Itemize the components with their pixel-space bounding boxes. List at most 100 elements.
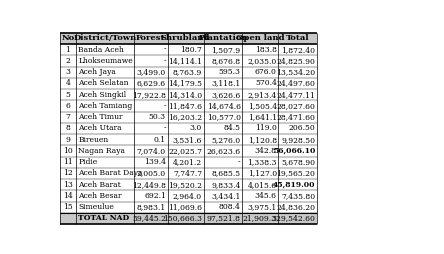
Text: 3,434.1: 3,434.1 — [211, 192, 241, 200]
Text: Aceh Utara: Aceh Utara — [78, 124, 122, 133]
Text: -: - — [163, 57, 166, 65]
Text: 9,833.4: 9,833.4 — [211, 181, 241, 189]
Text: Bireuen: Bireuen — [78, 136, 108, 144]
Text: Aceh Selatan: Aceh Selatan — [78, 80, 129, 87]
Text: 7: 7 — [65, 113, 70, 121]
Text: 17,922.8: 17,922.8 — [132, 91, 166, 99]
Text: 3: 3 — [65, 68, 71, 76]
Text: 2,964.0: 2,964.0 — [173, 192, 202, 200]
Text: 3.0: 3.0 — [190, 124, 202, 133]
Text: -: - — [238, 158, 241, 166]
Text: -: - — [163, 124, 166, 133]
Text: 14: 14 — [63, 192, 73, 200]
Text: 4,015.6: 4,015.6 — [248, 181, 277, 189]
Text: 14,179.5: 14,179.5 — [168, 80, 202, 87]
Text: 8,676.8: 8,676.8 — [211, 57, 241, 65]
Text: Aceh Barat: Aceh Barat — [78, 181, 121, 189]
Text: 0.1: 0.1 — [154, 136, 166, 144]
Text: 6: 6 — [65, 102, 70, 110]
Text: 14,314.0: 14,314.0 — [168, 91, 202, 99]
Text: 19,520.2: 19,520.2 — [168, 181, 202, 189]
Text: 8,763.9: 8,763.9 — [173, 68, 202, 76]
Text: 808.4: 808.4 — [219, 203, 241, 211]
Text: 14,674.6: 14,674.6 — [206, 102, 241, 110]
Text: 3,626.6: 3,626.6 — [211, 91, 241, 99]
Text: 24,836.20: 24,836.20 — [276, 203, 315, 211]
Text: 1,872.40: 1,872.40 — [281, 46, 315, 54]
Text: 12,449.8: 12,449.8 — [132, 181, 166, 189]
Text: 5,678.90: 5,678.90 — [281, 158, 315, 166]
Text: 5: 5 — [65, 91, 70, 99]
Text: 24,825.90: 24,825.90 — [277, 57, 315, 65]
Text: 15: 15 — [63, 203, 73, 211]
Text: District/Town: District/Town — [73, 35, 137, 42]
Text: 7,747.7: 7,747.7 — [173, 169, 202, 178]
Text: 9,928.50: 9,928.50 — [281, 136, 315, 144]
Text: Aceh Tamiang: Aceh Tamiang — [78, 102, 132, 110]
Text: 5,276.0: 5,276.0 — [211, 136, 241, 144]
Text: 2,913.4: 2,913.4 — [247, 91, 277, 99]
Text: 3,975.1: 3,975.1 — [247, 203, 277, 211]
Text: 119.0: 119.0 — [255, 124, 277, 133]
Text: Aceh Jaya: Aceh Jaya — [78, 68, 116, 76]
Text: 59,445.2: 59,445.2 — [132, 214, 166, 223]
Text: 7,074.0: 7,074.0 — [137, 147, 166, 155]
Text: 345.6: 345.6 — [255, 192, 277, 200]
Text: 8: 8 — [65, 124, 70, 133]
Text: 45,819.00: 45,819.00 — [273, 181, 315, 189]
Text: -: - — [163, 46, 166, 54]
Text: 1: 1 — [65, 46, 70, 54]
Text: 16,203.2: 16,203.2 — [168, 113, 202, 121]
Text: Pidie: Pidie — [78, 158, 98, 166]
Text: 3,118.1: 3,118.1 — [211, 80, 241, 87]
Text: 11,847.6: 11,847.6 — [168, 102, 202, 110]
Text: 26,623.6: 26,623.6 — [206, 147, 241, 155]
Bar — [59, 33, 317, 44]
Text: 97,521.8: 97,521.8 — [206, 214, 241, 223]
Text: 12: 12 — [63, 169, 73, 178]
Text: 24,477.11: 24,477.11 — [277, 91, 315, 99]
Text: 6,629.6: 6,629.6 — [137, 80, 166, 87]
Text: Aceh Barat Daya: Aceh Barat Daya — [78, 169, 143, 178]
Text: 1,338.3: 1,338.3 — [247, 158, 277, 166]
Text: Aceh Besar: Aceh Besar — [78, 192, 122, 200]
Text: 10: 10 — [63, 147, 73, 155]
Text: Banda Aceh: Banda Aceh — [78, 46, 124, 54]
Text: 329,542.60: 329,542.60 — [271, 214, 315, 223]
Text: 28,027.60: 28,027.60 — [277, 102, 315, 110]
Text: Plantation: Plantation — [198, 35, 248, 42]
Text: 342.8: 342.8 — [255, 147, 277, 155]
Text: 2,035.0: 2,035.0 — [247, 57, 277, 65]
Text: Open land: Open land — [236, 35, 285, 42]
Text: 150,666.3: 150,666.3 — [163, 214, 202, 223]
Text: Lhokseumawe: Lhokseumawe — [78, 57, 133, 65]
Text: 50.3: 50.3 — [149, 113, 166, 121]
Text: 183.8: 183.8 — [255, 46, 277, 54]
Text: 139.4: 139.4 — [144, 158, 166, 166]
Text: 676.0: 676.0 — [255, 68, 277, 76]
Text: 180.7: 180.7 — [180, 46, 202, 54]
Text: 84.5: 84.5 — [224, 124, 241, 133]
Text: 14,114.1: 14,114.1 — [168, 57, 202, 65]
Text: 4: 4 — [65, 80, 70, 87]
Text: 2: 2 — [65, 57, 70, 65]
Text: 10,577.0: 10,577.0 — [206, 113, 241, 121]
Text: 28,471.60: 28,471.60 — [277, 113, 315, 121]
Text: 570.4: 570.4 — [255, 80, 277, 87]
Text: Aceh Timur: Aceh Timur — [78, 113, 123, 121]
Text: TOTAL NAD: TOTAL NAD — [78, 214, 130, 223]
Text: 11: 11 — [63, 158, 73, 166]
Text: 19,565.20: 19,565.20 — [277, 169, 315, 178]
Text: Simeulue: Simeulue — [78, 203, 114, 211]
Text: 692.1: 692.1 — [144, 192, 166, 200]
Text: 3,531.6: 3,531.6 — [173, 136, 202, 144]
Text: 56,066.10: 56,066.10 — [273, 147, 315, 155]
Text: No: No — [61, 35, 75, 42]
Text: 9: 9 — [65, 136, 70, 144]
Text: 1,507.9: 1,507.9 — [211, 46, 241, 54]
Text: 1,127.0: 1,127.0 — [248, 169, 277, 178]
Text: 8,685.5: 8,685.5 — [211, 169, 241, 178]
Text: 1,120.8: 1,120.8 — [248, 136, 277, 144]
Text: 206.50: 206.50 — [289, 124, 315, 133]
Text: 22,025.7: 22,025.7 — [168, 147, 202, 155]
